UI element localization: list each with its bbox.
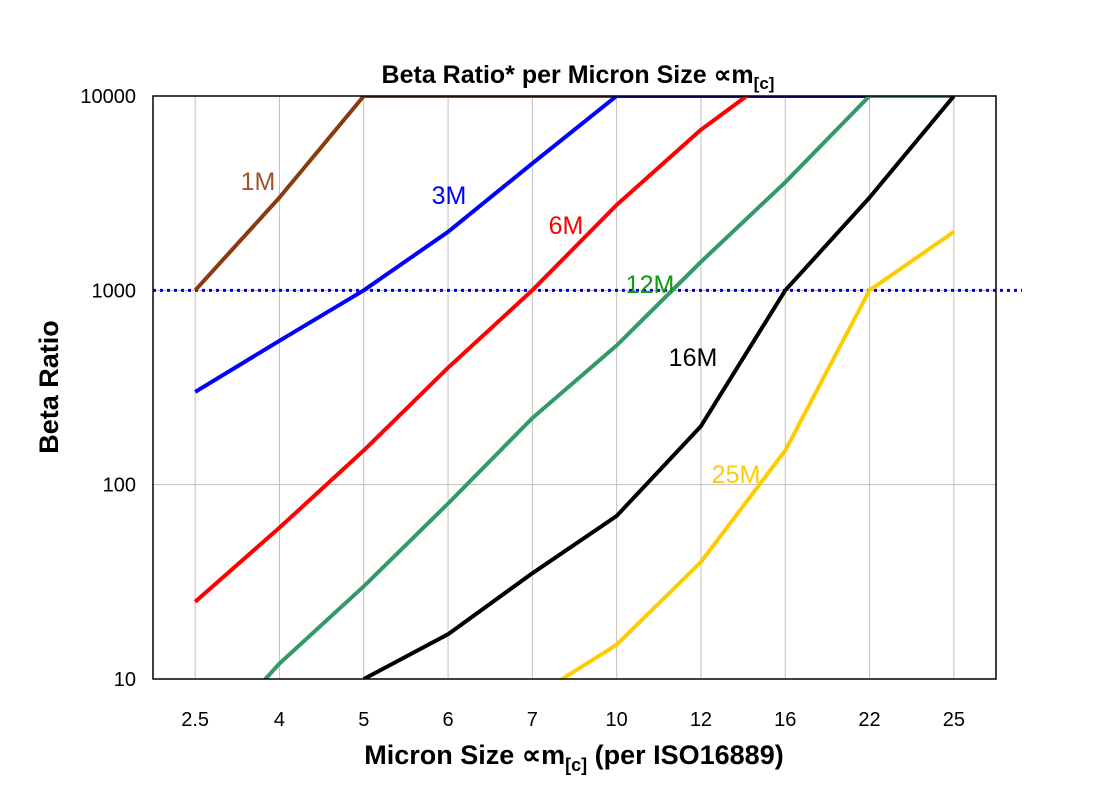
y-axis-label: Beta Ratio — [34, 320, 64, 454]
x-tick-label: 7 — [527, 709, 538, 731]
series-line-25M — [558, 230, 956, 679]
x-tick-label: 2.5 — [181, 709, 209, 731]
y-tick-label: 1000 — [92, 280, 137, 302]
series-label-16M: 16M — [669, 344, 718, 372]
series-labels: 1M 3M 6M 12M 16M 25M — [241, 168, 761, 489]
series-line-6M — [193, 96, 751, 604]
y-tick-label: 10000 — [80, 86, 136, 108]
y-tick-labels: 10 100 1000 10000 — [80, 86, 136, 691]
x-tick-label: 22 — [858, 709, 880, 731]
plot-frame — [152, 95, 997, 680]
x-tick-label: 16 — [774, 709, 796, 731]
y-tick-label: 100 — [103, 475, 136, 497]
x-tick-label: 25 — [943, 709, 965, 731]
series-line-16M — [362, 96, 956, 679]
chart-title: Beta Ratio* per Micron Size ∝m[c] — [382, 61, 775, 93]
x-tick-label: 5 — [358, 709, 369, 731]
series-line-1M — [193, 96, 617, 292]
x-tick-label: 4 — [274, 709, 285, 731]
x-tick-label: 12 — [690, 709, 712, 731]
x-tick-label: 10 — [606, 709, 628, 731]
series-label-6M: 6M — [549, 212, 584, 240]
x-tick-label: 6 — [442, 709, 453, 731]
grid — [153, 95, 996, 680]
x-tick-labels: 2.5 4 5 6 7 10 12 16 22 25 — [181, 709, 965, 731]
x-axis-label: Micron Size ∝m[c] (per ISO16889) — [364, 740, 783, 775]
y-tick-label: 10 — [114, 669, 136, 691]
series-line-12M — [262, 96, 954, 679]
series-label-12M: 12M — [626, 271, 675, 299]
series-label-3M: 3M — [432, 182, 467, 210]
series-label-25M: 25M — [712, 461, 761, 489]
series-lines — [193, 96, 956, 679]
series-label-1M: 1M — [241, 168, 276, 196]
